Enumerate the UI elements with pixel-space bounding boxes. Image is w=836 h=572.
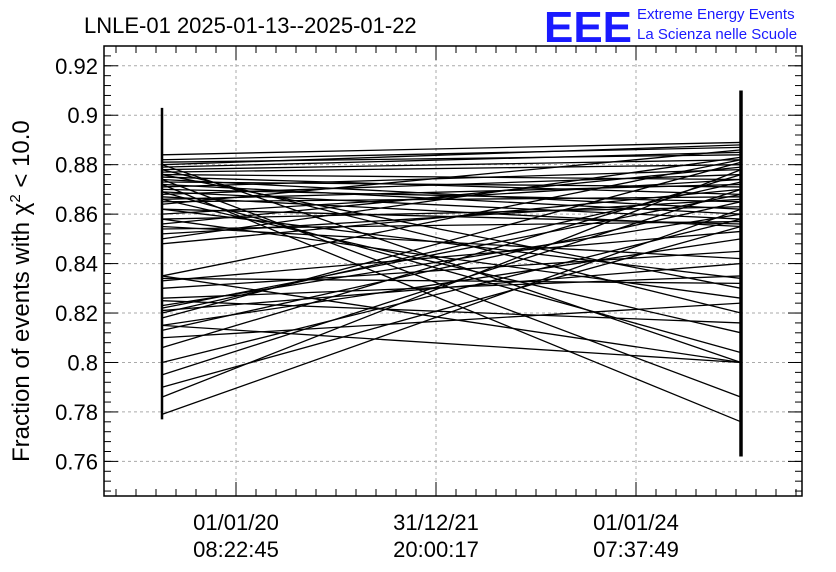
y-tick-label: 0.8 xyxy=(67,350,98,375)
series-segment xyxy=(161,178,742,398)
series-segment xyxy=(161,146,742,161)
series-segment xyxy=(161,176,742,196)
series-segment xyxy=(161,324,742,364)
series-segment xyxy=(161,275,742,364)
series-segment xyxy=(161,164,742,364)
series-segment xyxy=(161,183,742,423)
series-segment xyxy=(161,191,742,354)
series-segment xyxy=(161,178,742,215)
y-tick-label: 0.82 xyxy=(55,301,98,326)
y-axis-title-sup: 2 xyxy=(7,194,24,202)
series-segment xyxy=(161,250,742,289)
x-tick-label-date: 31/12/21 xyxy=(393,510,479,535)
series-segment xyxy=(161,159,742,171)
y-tick-label: 0.86 xyxy=(55,202,98,227)
series-segment xyxy=(161,208,742,280)
series-segment xyxy=(161,173,742,349)
y-axis-title-suffix: < 10.0 xyxy=(8,120,35,194)
y-axis-title-prefix: Fraction of events with χ xyxy=(8,202,35,462)
plot-frame xyxy=(103,45,803,497)
series-lines xyxy=(160,90,743,457)
series-segment xyxy=(161,161,742,319)
series-segment xyxy=(161,206,742,220)
chart-title: LNLE-01 2025-01-13--2025-01-22 xyxy=(84,13,417,38)
y-tick-label: 0.88 xyxy=(55,153,98,178)
plot-border xyxy=(103,45,803,497)
series-segment xyxy=(161,277,742,285)
series-segment xyxy=(161,168,742,188)
y-tick-label: 0.76 xyxy=(55,449,98,474)
series-segment xyxy=(161,198,742,334)
brand-line-1: Extreme Energy Events xyxy=(637,6,795,23)
series-segment xyxy=(161,164,742,173)
y-tick-label: 0.78 xyxy=(55,400,98,425)
series-segment xyxy=(161,166,742,225)
y-tick-label: 0.9 xyxy=(67,103,98,128)
brand-line-2: La Scienza nelle Scuole xyxy=(637,26,797,43)
x-tick-label-date: 01/01/24 xyxy=(593,510,679,535)
series-segment xyxy=(161,169,742,398)
series-segment xyxy=(161,151,742,168)
series-segment xyxy=(161,144,742,166)
eee-brand: EEE Extreme Energy Events La Scienza nel… xyxy=(544,3,797,52)
y-tick-label: 0.92 xyxy=(55,54,98,79)
series-segment xyxy=(161,262,742,312)
y-tick-label: 0.84 xyxy=(55,252,98,277)
series-segment xyxy=(161,238,742,327)
series-segment xyxy=(161,300,742,324)
series-segment xyxy=(161,173,742,289)
series-segment xyxy=(161,196,742,203)
series-segment xyxy=(161,141,742,156)
y-axis-ticks: 0.76 0.78 0.8 0.82 0.84 0.86 0.88 0.9 0.92 xyxy=(55,54,802,492)
series-segment xyxy=(161,193,742,309)
series-segment xyxy=(161,159,742,277)
series-segment xyxy=(161,302,742,339)
grid xyxy=(104,46,802,496)
series-segment xyxy=(161,149,742,205)
y-axis-title: Fraction of events with χ2 < 10.0 xyxy=(7,120,35,462)
x-tick-label-date: 01/01/20 xyxy=(193,510,279,535)
series-segment xyxy=(161,183,742,200)
x-tick-label-time: 07:37:49 xyxy=(593,537,679,562)
eee-logo: EEE xyxy=(544,3,632,52)
series-segment xyxy=(161,156,742,240)
x-tick-label-time: 08:22:45 xyxy=(193,537,279,562)
series-segment xyxy=(161,230,742,282)
series-segment xyxy=(161,173,742,196)
x-tick-label-time: 20:00:17 xyxy=(393,537,479,562)
series-segment xyxy=(161,188,742,245)
